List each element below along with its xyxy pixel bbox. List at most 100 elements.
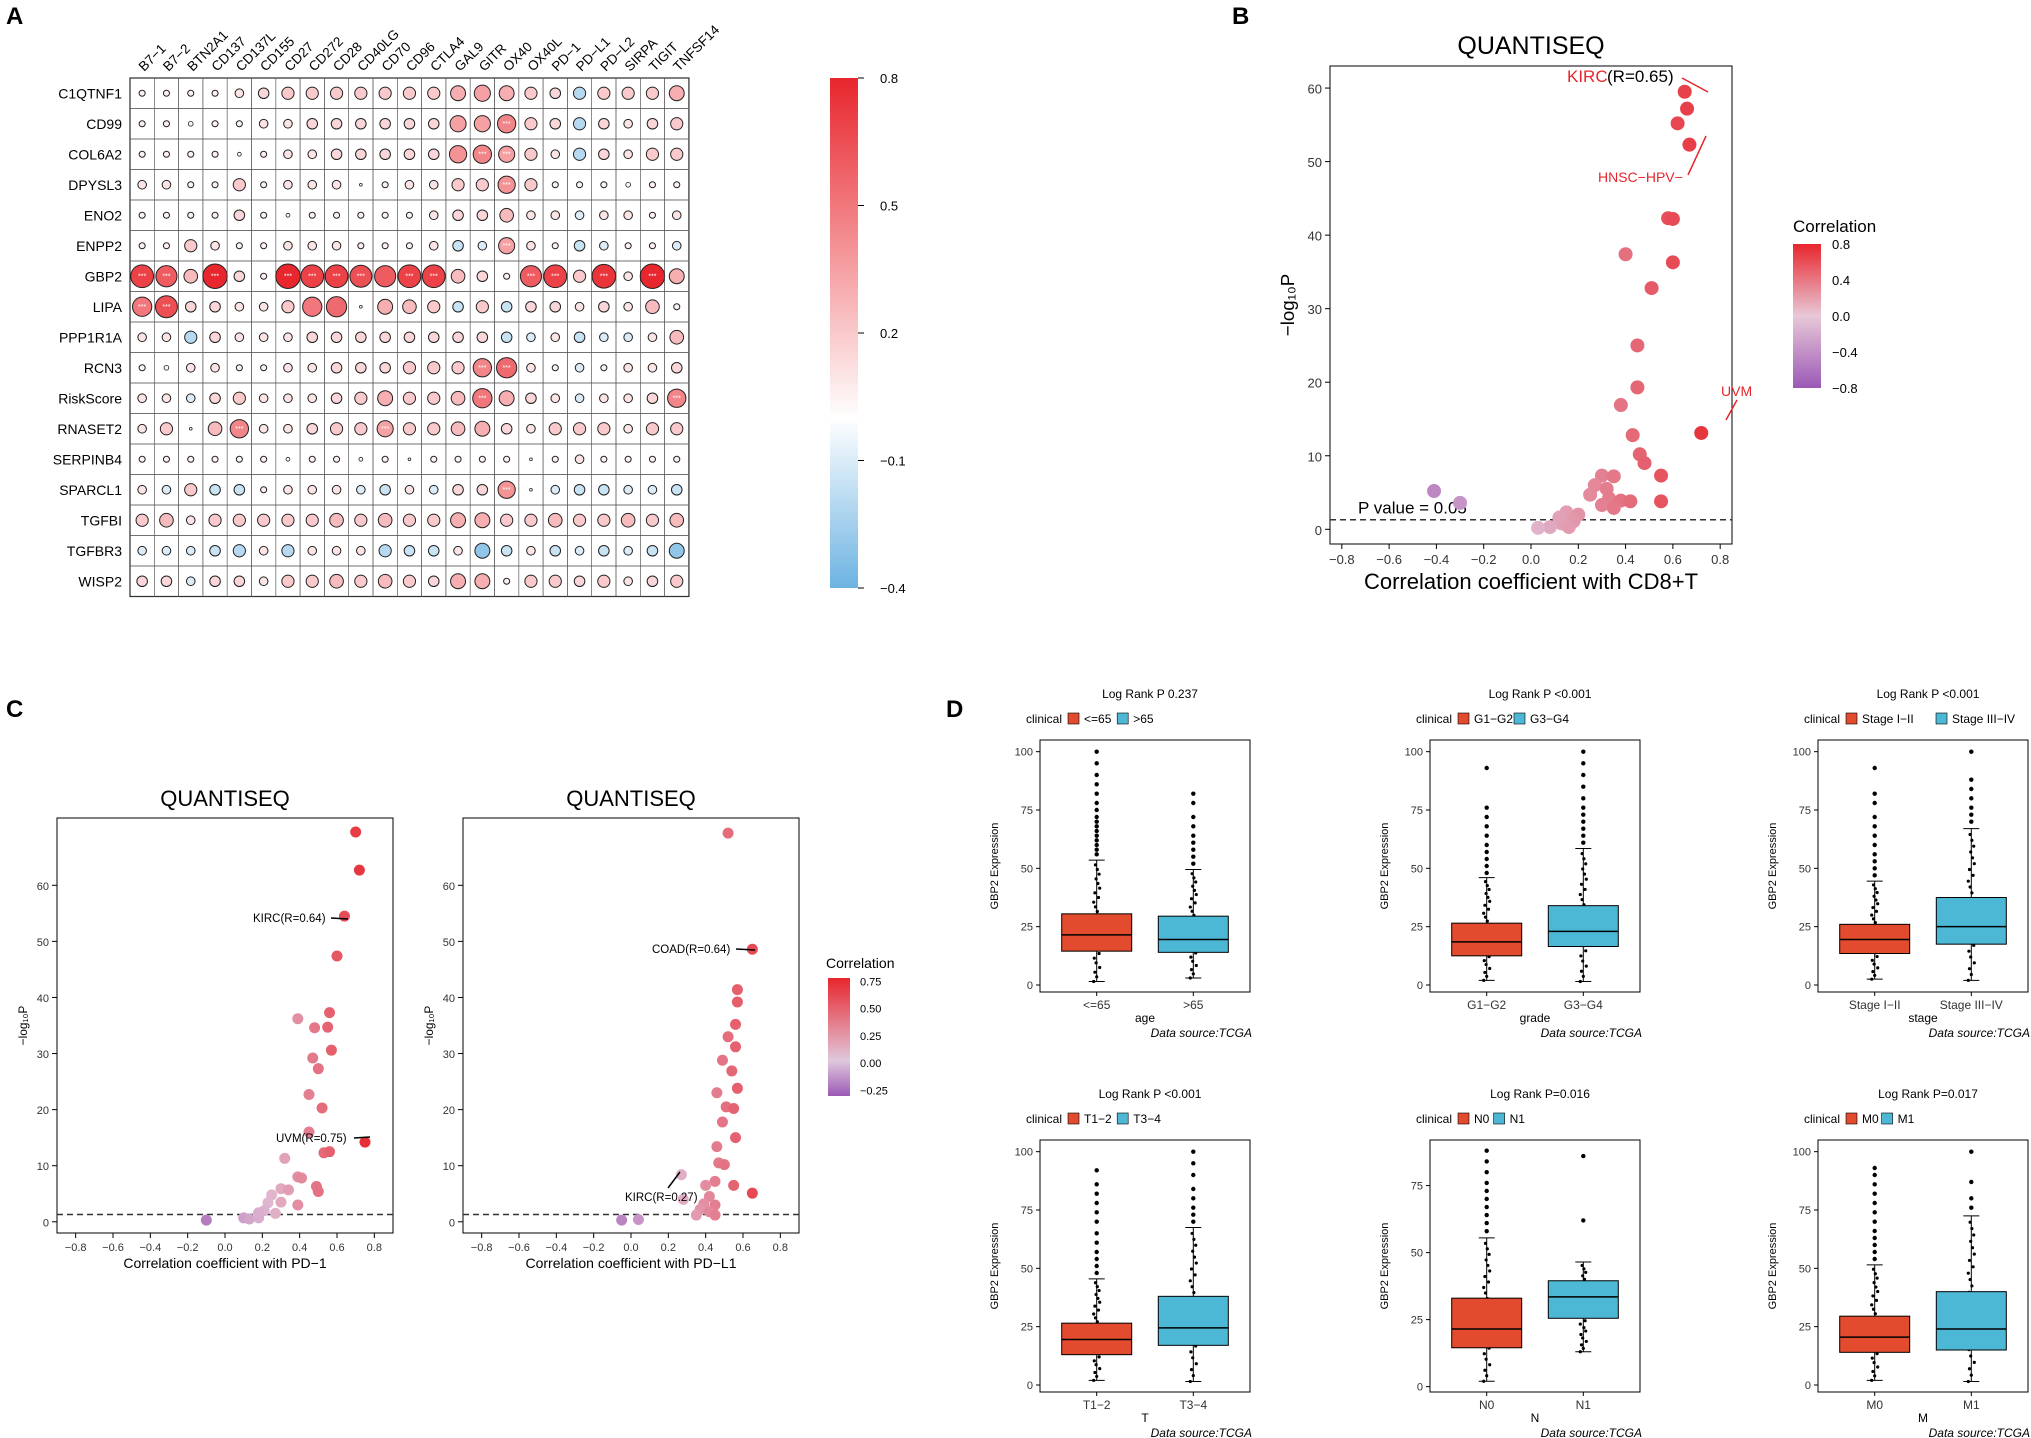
heatmap-circle [500,544,513,557]
jitter-point [1972,1252,1976,1256]
data-point [350,826,362,838]
legend-swatch [1881,1112,1893,1125]
outlier-point [1872,814,1877,820]
heatmap-circle [232,391,246,405]
jitter-point [1484,1357,1488,1361]
outlier-point [1191,833,1196,838]
data-point [1453,495,1468,510]
data-point [1583,487,1598,502]
legend-tick-label: −0.8 [1832,381,1858,396]
legend-swatch [1067,712,1080,725]
heatmap-circle [281,513,295,527]
heatmap-circle [599,332,609,343]
heatmap-row-label: TGFBR3 [67,543,122,559]
plot-frame [1329,65,1733,545]
heatmap-circle [597,422,611,436]
jitter-point [1097,1288,1101,1293]
jitter-point [1093,1316,1098,1320]
jitter-point [1189,1368,1194,1372]
x-tick-label: 0.8 [1711,552,1729,567]
box [1157,915,1229,953]
heatmap-row-label: TGFBI [81,512,122,528]
heatmap-circle [450,512,467,529]
heatmap-circle [503,272,511,280]
heatmap-circle [673,455,681,463]
outlier-point [1872,1228,1877,1234]
heatmap-circle [349,264,373,288]
jitter-point [1192,888,1197,892]
heatmap-circle [549,87,562,100]
heatmap-circle [258,393,269,404]
data-point [716,1054,728,1066]
heatmap-row-label: RiskScore [58,390,122,406]
heatmap-circle [405,242,414,250]
heatmap-circle [500,300,513,313]
legend-swatch [1493,1112,1505,1125]
jitter-point [1581,1274,1585,1278]
jitter-point [1487,1252,1491,1257]
data-point [1594,468,1609,483]
heatmap-circle [623,271,633,282]
heatmap-circle [331,240,342,251]
heatmap-circle [645,147,660,161]
heatmap-circle [402,86,417,100]
y-tick-label: 25 [1021,922,1033,934]
heatmap-circle [669,512,685,528]
legend-label: N0 [1474,1112,1490,1126]
legend-swatch [1457,712,1470,725]
y-axis-label: GBP2 Expression [989,1223,1001,1310]
heatmap-circle [281,86,295,100]
outlier-point [1094,847,1099,852]
heatmap-circle [132,296,153,317]
x-tick-label: T1−2 [1083,1398,1111,1412]
heatmap-circle [572,86,587,100]
y-tick-label: 100 [1015,1147,1033,1159]
heatmap-row-label: PPP1R1A [59,329,123,345]
jitter-point [1484,1258,1488,1262]
heatmap-circle [285,212,291,218]
heatmap-circle [308,455,316,463]
heatmap-circle [648,242,657,250]
y-axis-label: −log₁₀P [422,1006,436,1046]
heatmap-row-label: SERPINB4 [53,451,122,467]
jitter-point [1483,903,1487,907]
jitter-point [1580,898,1584,902]
heatmap-circle [330,117,343,130]
heatmap-circle [130,264,155,289]
x-axis-label: Correlation coefficient with PD−L1 [525,1255,736,1271]
jitter-point [1189,1267,1194,1271]
y-tick-label: 75 [1021,805,1033,817]
data-point [200,1214,212,1226]
jitter-point [1970,838,1974,842]
heatmap-circle [498,237,516,255]
x-tick-label: −0.6 [1376,552,1402,567]
jitter-point [1578,892,1582,897]
jitter-point [1190,1285,1194,1289]
jitter-point [1968,1277,1972,1282]
data-point [722,1031,734,1043]
x-tick-label: −0.8 [65,1242,87,1254]
jitter-point [1971,873,1975,877]
outlier-point [1191,1205,1196,1210]
jitter-point [1583,887,1587,892]
heatmap-circle [211,455,219,463]
heatmap-circle [234,88,245,99]
outlier-point [1872,1191,1877,1196]
x-tick-label: 0.2 [1569,552,1587,567]
heatmap-circle [306,331,319,344]
heatmap-circle [233,209,246,222]
data-point [322,1021,334,1033]
jitter-point [1483,880,1488,884]
heatmap-circle [598,544,610,557]
heatmap-column-label: B7−2 [160,41,193,74]
jitter-point [1484,962,1488,967]
heatmap-circle [305,86,319,100]
heatmap-circle [503,455,511,463]
heatmap-circle [184,300,197,313]
heatmap-circle [281,300,295,314]
heatmap-circle [497,175,516,194]
heatmap-circle [374,265,397,288]
outlier-point [1094,828,1099,834]
heatmap-circle [357,211,365,219]
x-tick-label: 0.6 [329,1242,344,1254]
